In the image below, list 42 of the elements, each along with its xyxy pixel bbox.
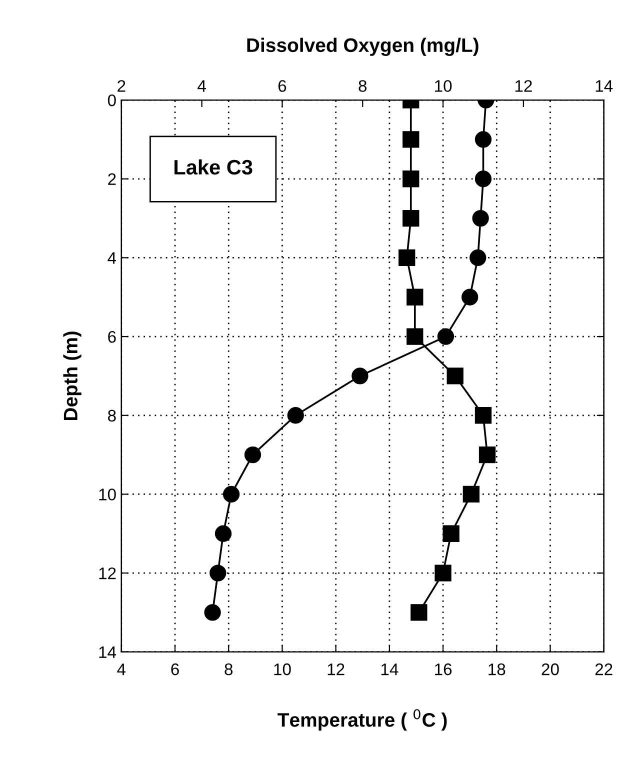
- x-tick-label: 6: [171, 663, 179, 676]
- x-axis-title: Temperature ( $^{0}$C ): [278, 709, 447, 731]
- x-tick-label: 22: [595, 663, 612, 676]
- x2-tick-label: 14: [596, 80, 613, 92]
- point: [204, 604, 221, 621]
- point: [474, 131, 492, 148]
- x-tick-label: 16: [435, 663, 452, 676]
- x2-axis-title: Dissolved Oxygen (mg/L): [247, 38, 478, 56]
- x-tick-label: 18: [488, 663, 506, 676]
- y-tick-label: 8: [108, 410, 116, 422]
- point: [210, 564, 226, 582]
- point: [470, 249, 486, 266]
- y-tick-label: 12: [99, 567, 116, 580]
- x2-tick-label: 4: [198, 80, 206, 92]
- x2-tick-label: 8: [358, 80, 367, 92]
- point: [437, 328, 454, 345]
- annotation: Lake C3: [174, 159, 252, 175]
- y-tick-label: 10: [99, 488, 116, 500]
- point: [222, 486, 240, 503]
- y-tick-label: 14: [99, 646, 116, 658]
- x-tick-label: 8: [224, 663, 233, 676]
- point: [214, 525, 232, 542]
- y-tick-label: 0: [108, 94, 116, 106]
- x-tick-label: 4: [117, 664, 126, 676]
- x2-tick-label: 12: [515, 80, 532, 92]
- point: [462, 288, 478, 306]
- point: [352, 368, 368, 384]
- y-tick-label: 2: [108, 173, 116, 185]
- y-tick-label: 6: [108, 330, 116, 343]
- y-tick-label: 4: [108, 252, 116, 264]
- x2-tick-label: 2: [118, 80, 126, 92]
- x2-tick-label: 10: [435, 80, 452, 92]
- x-tick-label: 10: [274, 663, 291, 676]
- x2-tick-label: 6: [278, 80, 286, 92]
- x-tick-label: 20: [542, 663, 559, 676]
- x-tick-label: 12: [328, 663, 344, 676]
- point: [474, 170, 492, 188]
- point: [472, 210, 489, 227]
- point: [287, 407, 304, 424]
- x-tick-label: 14: [381, 664, 398, 676]
- point: [244, 446, 262, 464]
- y-axis-title: Depth (m): [63, 332, 82, 420]
